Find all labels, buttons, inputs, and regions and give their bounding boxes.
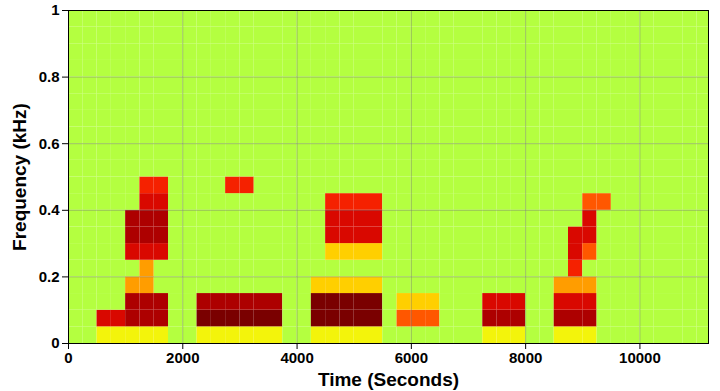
svg-text:10000: 10000 (619, 349, 661, 366)
svg-text:Time (Seconds): Time (Seconds) (318, 369, 459, 390)
svg-text:0.2: 0.2 (39, 268, 60, 285)
svg-text:Frequency (kHz): Frequency (kHz) (9, 103, 30, 251)
svg-text:0.8: 0.8 (39, 68, 60, 85)
svg-text:0: 0 (64, 349, 72, 366)
svg-text:4000: 4000 (280, 349, 313, 366)
svg-text:6000: 6000 (395, 349, 428, 366)
svg-text:1: 1 (51, 1, 59, 18)
svg-text:0.6: 0.6 (39, 135, 60, 152)
svg-text:2000: 2000 (166, 349, 199, 366)
svg-text:0.4: 0.4 (39, 201, 61, 218)
svg-text:8000: 8000 (509, 349, 542, 366)
svg-text:0: 0 (51, 334, 59, 351)
